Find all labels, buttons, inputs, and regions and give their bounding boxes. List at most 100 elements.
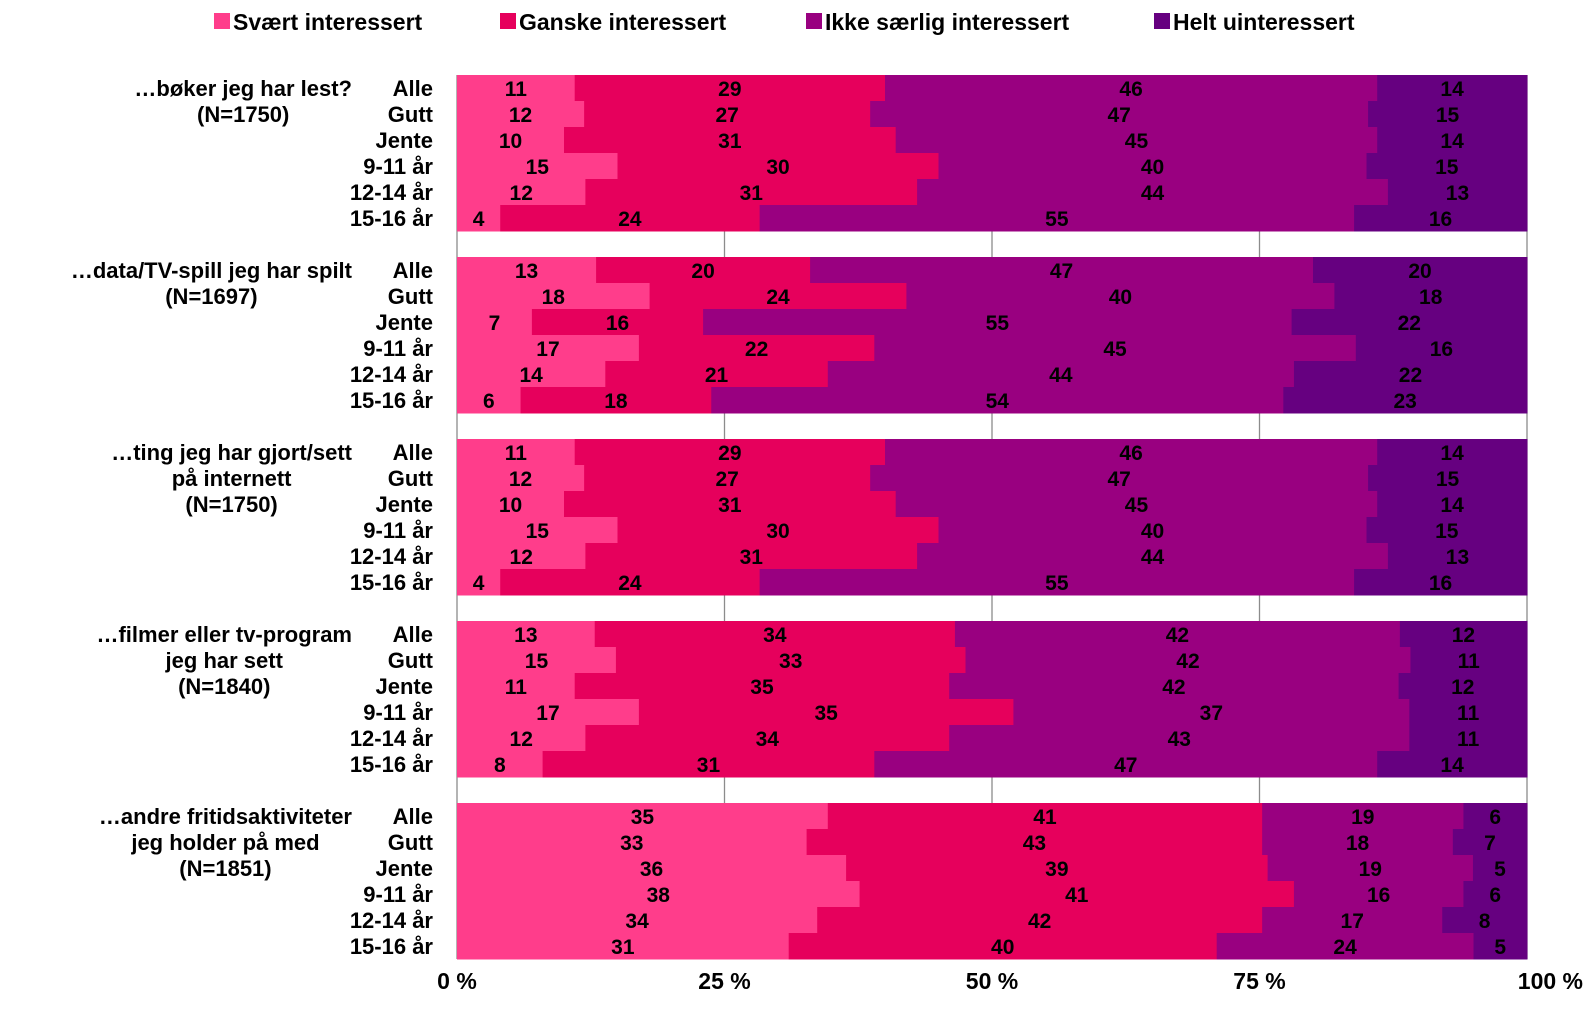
bar-segment — [1377, 751, 1528, 778]
row-label: 15-16 år — [350, 388, 434, 413]
data-label: 8 — [494, 754, 506, 777]
data-label: 40 — [1109, 286, 1132, 309]
data-label: 35 — [814, 702, 838, 725]
data-label: 22 — [1398, 312, 1421, 335]
data-label: 12 — [1451, 676, 1474, 699]
data-label: 22 — [745, 338, 768, 361]
data-label: 13 — [1446, 182, 1469, 205]
group-label: jeg har sett — [165, 648, 284, 673]
data-label: 29 — [718, 442, 741, 465]
bar-segment — [574, 673, 950, 700]
bar-segment — [1368, 465, 1528, 492]
bar-segment — [1293, 881, 1464, 908]
row-label: Jente — [376, 492, 433, 517]
row-label: Jente — [376, 310, 433, 335]
bar-segment — [1442, 907, 1528, 934]
bar-segment — [457, 283, 651, 310]
group-label: på internett — [172, 466, 292, 491]
bar-segment — [457, 517, 618, 544]
bar-segment — [965, 647, 1411, 674]
bar-segment — [1334, 283, 1528, 310]
bar-segment — [457, 725, 586, 752]
bar-segment — [1216, 933, 1474, 960]
data-label: 20 — [691, 260, 714, 283]
data-label: 31 — [718, 494, 742, 517]
bar-segment — [457, 153, 618, 180]
data-label: 12 — [510, 728, 533, 751]
data-label: 12 — [509, 468, 532, 491]
bar-segment — [638, 335, 875, 362]
bar-segment — [885, 439, 1378, 466]
row-label: Gutt — [388, 466, 434, 491]
data-label: 27 — [715, 104, 738, 127]
data-label: 12 — [1452, 624, 1475, 647]
data-label: 47 — [1114, 754, 1137, 777]
bar-segment — [827, 361, 1295, 388]
group-label: …bøker jeg har lest? — [134, 76, 352, 101]
bar-segment — [885, 75, 1378, 102]
bar-segment — [457, 855, 847, 882]
bar-segment — [594, 621, 956, 648]
group-labels: …bøker jeg har lest?(N=1750)…data/TV-spi… — [71, 76, 353, 881]
group-label: jeg holder på med — [130, 830, 319, 855]
bars — [457, 75, 1528, 960]
data-label: 54 — [986, 390, 1010, 413]
bar-segment — [1354, 569, 1528, 596]
data-label: 16 — [1430, 338, 1453, 361]
data-label: 21 — [705, 364, 729, 387]
bar-segment — [874, 751, 1378, 778]
bar-segment — [457, 75, 576, 102]
x-axis: 0 % 25 % 50 % 75 % 100 % — [437, 968, 1583, 994]
bar-segment — [1313, 257, 1528, 284]
bar-segment — [574, 439, 886, 466]
bar-segment — [817, 907, 1263, 934]
bar-segment — [457, 673, 576, 700]
bar-segment — [917, 543, 1389, 570]
data-label: 37 — [1200, 702, 1223, 725]
legend: Svært interessert Ganske interessert Ikke … — [214, 9, 1355, 35]
bar-segment — [542, 751, 875, 778]
row-label: Alle — [393, 804, 433, 829]
bar-segment — [564, 491, 897, 518]
bar-segment — [605, 361, 829, 388]
row-label: Alle — [393, 258, 433, 283]
data-label: 15 — [1435, 156, 1459, 179]
bar-segment — [810, 257, 1314, 284]
data-label: 45 — [1125, 494, 1149, 517]
data-label: 6 — [483, 390, 495, 413]
bar-segment — [906, 283, 1335, 310]
data-label: 41 — [1033, 806, 1057, 829]
data-label: 15 — [525, 650, 549, 673]
group-label: …andre fritidsaktiviteter — [99, 804, 353, 829]
data-label: 47 — [1050, 260, 1073, 283]
data-label: 18 — [1346, 832, 1370, 855]
row-label: 15-16 år — [350, 570, 434, 595]
data-label: 42 — [1162, 676, 1185, 699]
row-label: 15-16 år — [350, 934, 434, 959]
bar-segment — [1409, 699, 1528, 726]
bar-segment — [895, 127, 1378, 154]
data-label: 29 — [718, 78, 741, 101]
bar-segment — [1293, 361, 1528, 388]
data-label: 16 — [1429, 572, 1452, 595]
data-label: 6 — [1489, 806, 1501, 829]
bar-segment — [938, 153, 1367, 180]
bar-segment — [1366, 517, 1528, 544]
data-label: 14 — [1440, 130, 1464, 153]
data-label: 10 — [499, 494, 522, 517]
data-label: 31 — [697, 754, 721, 777]
data-label: 11 — [1457, 728, 1480, 751]
bar-segment — [870, 101, 1369, 128]
bar-segment — [1452, 829, 1528, 856]
data-label: 13 — [515, 260, 538, 283]
legend-swatch — [214, 13, 230, 29]
bar-segment — [457, 465, 585, 492]
bar-segment — [457, 205, 501, 232]
data-label: 12 — [509, 104, 532, 127]
bar-segment — [457, 491, 565, 518]
bar-segment — [806, 829, 1263, 856]
data-label: 24 — [618, 208, 642, 231]
data-label: 13 — [514, 624, 537, 647]
data-label: 12 — [510, 546, 533, 569]
data-label: 47 — [1107, 104, 1130, 127]
